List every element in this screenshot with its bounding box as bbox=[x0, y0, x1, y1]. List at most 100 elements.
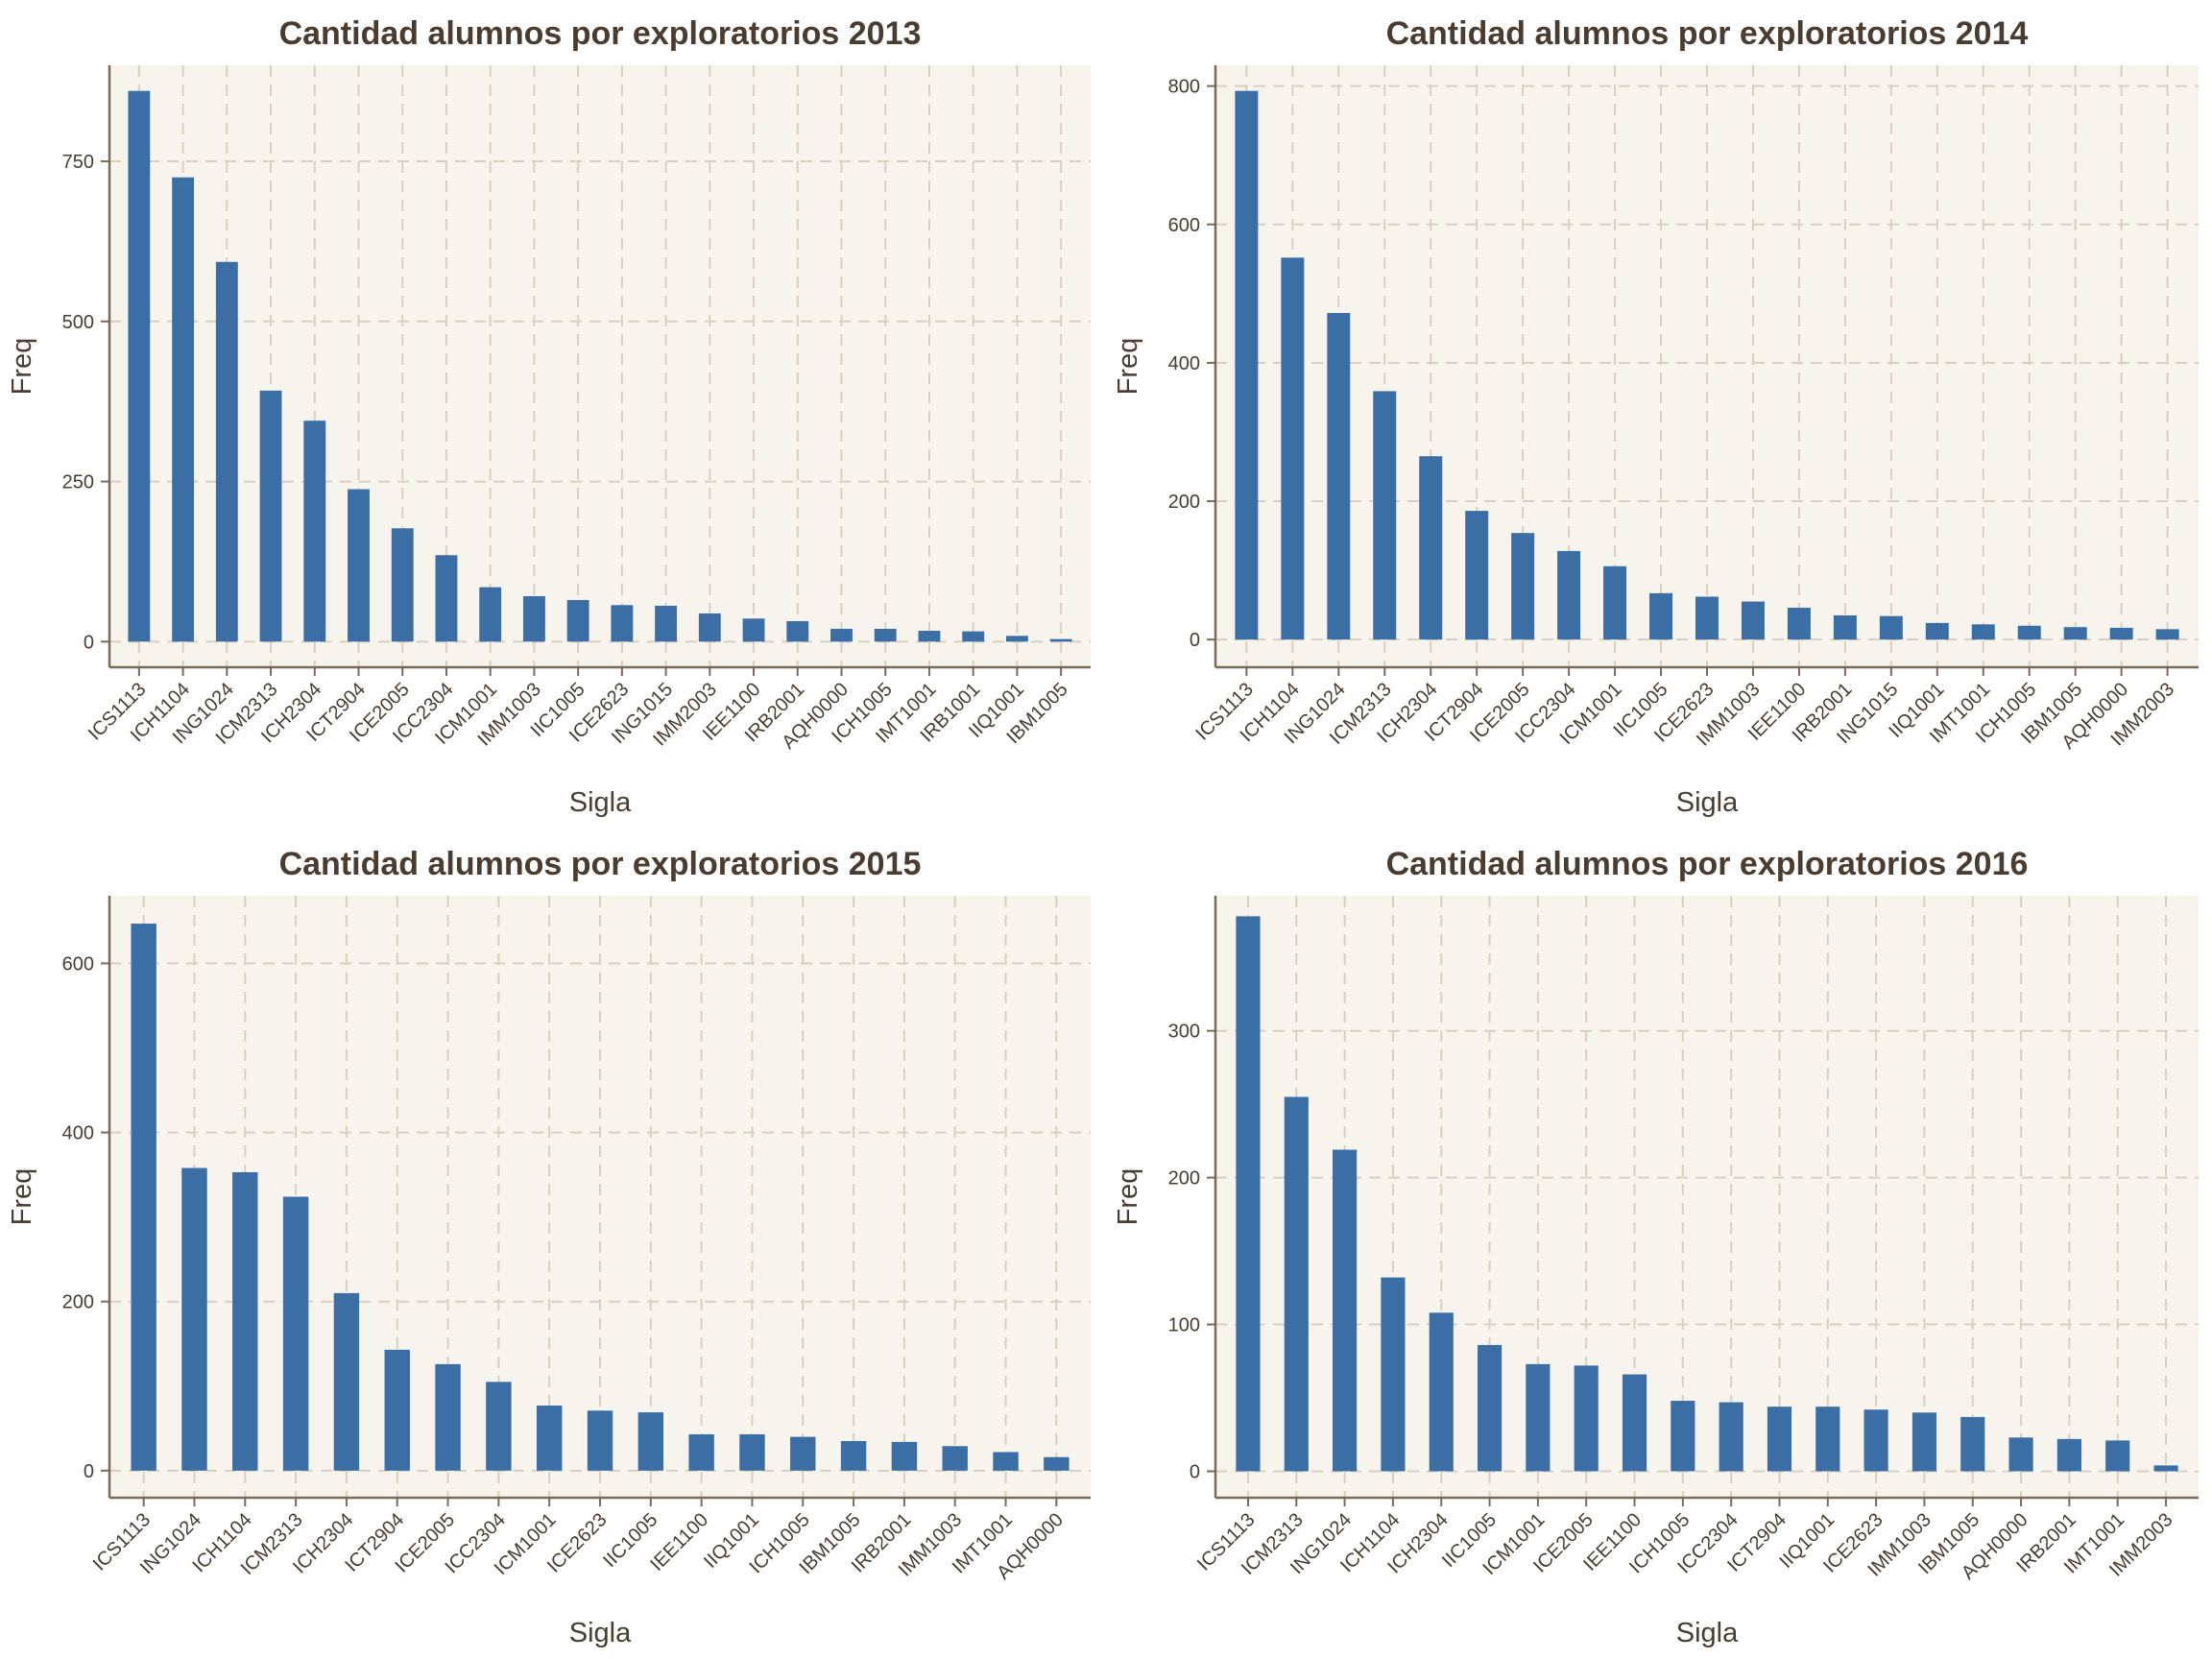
y-tick-label: 800 bbox=[1168, 77, 1200, 98]
bar-IMT1001 bbox=[993, 1452, 1019, 1471]
bar-ICE2005 bbox=[391, 528, 414, 642]
y-axis-label: Freq bbox=[7, 1168, 37, 1226]
bar-IMM1003 bbox=[522, 595, 545, 642]
bar-ICT2904 bbox=[1465, 511, 1489, 640]
bar-IIC1005 bbox=[566, 599, 589, 642]
x-axis-label: Sigla bbox=[569, 1618, 632, 1648]
chart-title: Cantidad alumnos por exploratorios 2016 bbox=[1386, 846, 2029, 882]
y-tick-label: 200 bbox=[62, 1292, 94, 1313]
bar-ICH1005 bbox=[790, 1436, 816, 1471]
bar-ICC2304 bbox=[435, 555, 458, 642]
y-tick-label: 600 bbox=[62, 953, 94, 974]
bar-ICE2623 bbox=[587, 1410, 613, 1471]
bar-ICM2313 bbox=[1373, 391, 1397, 640]
bar-ING1024 bbox=[1327, 313, 1351, 640]
bar-ICH1005 bbox=[874, 628, 897, 642]
bar-ICC2304 bbox=[1557, 550, 1581, 640]
bar-IMM1003 bbox=[1741, 601, 1765, 640]
bar-ICH1005 bbox=[2017, 625, 2041, 640]
y-tick-label: 100 bbox=[1168, 1315, 1200, 1336]
bar-ICT2904 bbox=[1767, 1407, 1792, 1472]
chart-panel-2: 0200400600800ICS1113ICH1104ING1024ICM231… bbox=[1113, 15, 2199, 818]
bar-IEE1100 bbox=[688, 1433, 714, 1471]
y-tick-label: 0 bbox=[84, 1461, 94, 1482]
bar-ICH2304 bbox=[1419, 456, 1443, 640]
bar-ICM2313 bbox=[1284, 1096, 1309, 1472]
bar-IMT1001 bbox=[1971, 624, 1995, 640]
bar-IMT1001 bbox=[2105, 1440, 2130, 1472]
bar-AQH0000 bbox=[2008, 1437, 2033, 1472]
bar-IMM2003 bbox=[698, 613, 721, 642]
bar-ICH1005 bbox=[1671, 1401, 1695, 1472]
bar-ING1024 bbox=[181, 1167, 207, 1471]
bar-IEE1100 bbox=[1622, 1374, 1647, 1472]
bar-ICM1001 bbox=[479, 587, 502, 642]
bar-ING1024 bbox=[1333, 1149, 1358, 1472]
bar-AQH0000 bbox=[1044, 1456, 1070, 1471]
y-tick-label: 500 bbox=[62, 312, 94, 333]
bar-IIC1005 bbox=[637, 1412, 664, 1471]
bar-ICT2904 bbox=[348, 489, 370, 642]
y-tick-label: 0 bbox=[84, 632, 94, 653]
chart-panel-3: 0200400600ICS1113ING1024ICH1104ICM2313IC… bbox=[7, 846, 1091, 1648]
bar-ING1024 bbox=[215, 261, 238, 642]
bar-ICH1104 bbox=[232, 1171, 258, 1471]
bar-ICH1104 bbox=[172, 177, 195, 642]
plot-area bbox=[109, 65, 1091, 667]
bar-ICM1001 bbox=[1603, 565, 1627, 640]
bar-IIQ1001 bbox=[1815, 1407, 1840, 1472]
bar-AQH0000 bbox=[2109, 627, 2133, 640]
chart-title: Cantidad alumnos por exploratorios 2015 bbox=[279, 846, 922, 882]
bar-IIQ1001 bbox=[739, 1433, 765, 1471]
bar-IRB1001 bbox=[962, 631, 985, 642]
bar-IMT1001 bbox=[918, 630, 941, 642]
bar-IBM1005 bbox=[840, 1440, 867, 1471]
y-tick-label: 600 bbox=[1168, 215, 1200, 236]
bar-ICH2304 bbox=[303, 421, 326, 642]
bar-ICE2623 bbox=[611, 605, 634, 642]
bar-ING1015 bbox=[655, 605, 678, 642]
bar-ICH1104 bbox=[1381, 1277, 1406, 1472]
bar-ICE2005 bbox=[435, 1363, 461, 1471]
bar-IIC1005 bbox=[1477, 1344, 1503, 1472]
bar-ICE2623 bbox=[1695, 596, 1719, 640]
bar-ICM2313 bbox=[259, 390, 282, 642]
bar-ICM1001 bbox=[1526, 1363, 1551, 1472]
bar-IRB2001 bbox=[2056, 1438, 2081, 1472]
bar-IMM2003 bbox=[2155, 629, 2179, 640]
bar-ICM1001 bbox=[536, 1406, 563, 1471]
y-tick-label: 0 bbox=[1190, 1461, 1200, 1482]
y-tick-label: 300 bbox=[1168, 1022, 1200, 1043]
y-tick-label: 200 bbox=[1168, 492, 1200, 513]
y-axis-label: Freq bbox=[1113, 1168, 1143, 1226]
bar-IRB2001 bbox=[891, 1441, 918, 1471]
bar-IMM2003 bbox=[2153, 1465, 2178, 1472]
bar-IIQ1001 bbox=[1005, 636, 1028, 642]
y-axis-label: Freq bbox=[7, 338, 37, 396]
bar-ICM2313 bbox=[282, 1196, 309, 1471]
y-tick-label: 400 bbox=[62, 1123, 94, 1144]
bar-AQH0000 bbox=[830, 628, 853, 642]
bar-IIC1005 bbox=[1649, 592, 1673, 640]
chart-panel-1: 0250500750ICS1113ICH1104ING1024ICM2313IC… bbox=[7, 15, 1091, 818]
bar-ICH2304 bbox=[333, 1292, 360, 1471]
bar-ICH2304 bbox=[1429, 1312, 1454, 1472]
bar-ICE2005 bbox=[1511, 533, 1535, 640]
bar-ICE2005 bbox=[1574, 1365, 1599, 1472]
bar-IRB2001 bbox=[1833, 614, 1857, 640]
bar-ICS1113 bbox=[131, 924, 156, 1471]
x-axis-label: Sigla bbox=[569, 787, 632, 818]
bar-IMM1003 bbox=[1911, 1412, 1937, 1472]
chart-panel-4: 0100200300ICS1113ICM2313ING1024ICH1104IC… bbox=[1113, 846, 2199, 1648]
y-tick-label: 750 bbox=[62, 152, 94, 173]
bar-ICC2304 bbox=[1719, 1402, 1743, 1472]
y-tick-label: 200 bbox=[1168, 1168, 1200, 1190]
bar-ICS1113 bbox=[128, 90, 151, 642]
bar-IMM1003 bbox=[942, 1446, 968, 1471]
bar-IRB2001 bbox=[786, 620, 809, 642]
bar-ING1015 bbox=[1879, 615, 1903, 640]
bar-ICC2304 bbox=[486, 1382, 512, 1471]
bar-ICS1113 bbox=[1236, 916, 1261, 1472]
